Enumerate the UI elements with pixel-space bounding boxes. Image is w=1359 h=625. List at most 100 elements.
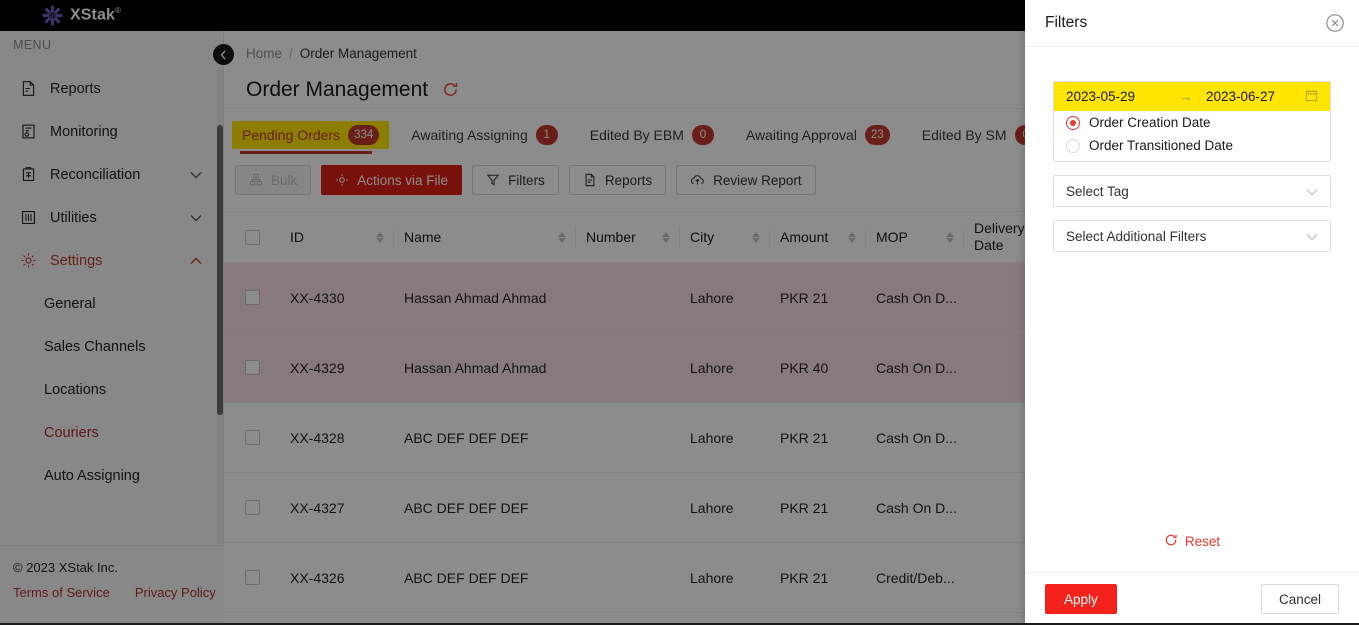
row-checkbox[interactable]	[244, 360, 260, 375]
date-range-end[interactable]: 2023-06-27	[1206, 89, 1276, 104]
sidebar-menu-label: MENU	[13, 38, 52, 52]
sidebar-item-reports[interactable]: Reports	[0, 67, 224, 110]
modal-backdrop[interactable]	[0, 0, 1025, 625]
sidebar-subitem-sales-channels[interactable]: Sales Channels	[0, 325, 224, 368]
row-checkbox-cell[interactable]	[224, 570, 280, 585]
table-row[interactable]: XX-4327 ABC DEF DEF DEF Lahore PKR 21 Ca…	[224, 473, 1359, 543]
cancel-button[interactable]: Cancel	[1260, 584, 1339, 614]
sidebar-subitem-general[interactable]: General	[0, 282, 224, 325]
tab-pending-orders[interactable]: Pending Orders 334	[232, 121, 390, 154]
brand-logo[interactable]: XStak®	[42, 5, 121, 26]
cell-id: XX-4329	[290, 359, 345, 376]
filters-drawer-body: 2023-05-29 → 2023-06-27 Order Creation D…	[1025, 47, 1359, 572]
page-title: Order Management	[246, 77, 429, 101]
filters-button[interactable]: Filters	[472, 165, 559, 195]
select-all-checkbox-cell[interactable]	[224, 212, 280, 262]
column-header-city[interactable]: City	[680, 212, 770, 262]
sort-icon[interactable]	[848, 231, 866, 243]
tab-count-badge: 1	[535, 125, 558, 145]
row-checkbox[interactable]	[244, 290, 260, 305]
sort-icon[interactable]	[376, 231, 394, 243]
select-all-checkbox[interactable]	[244, 229, 260, 245]
bulk-button[interactable]: Bulk	[235, 165, 312, 195]
select-tag-dropdown[interactable]: Select Tag	[1053, 175, 1331, 207]
cell-city: Lahore	[690, 429, 734, 446]
column-header-number[interactable]: Number	[576, 212, 680, 262]
radio-order-creation-date[interactable]: Order Creation Date	[1054, 111, 1330, 134]
sort-icon[interactable]	[558, 231, 576, 243]
sidebar-subitem-label: Sales Channels	[44, 338, 146, 355]
sliders-icon	[20, 209, 37, 226]
toolbar: Bulk Actions via File	[224, 149, 1359, 195]
actions-via-file-button[interactable]: Actions via File	[321, 165, 463, 195]
date-range-start[interactable]: 2023-05-29	[1066, 89, 1136, 104]
cell-city: Lahore	[690, 499, 734, 516]
select-additional-filters-dropdown[interactable]: Select Additional Filters	[1053, 220, 1331, 252]
table-row[interactable]: XX-4328 ABC DEF DEF DEF Lahore PKR 21 Ca…	[224, 403, 1359, 473]
content-scrollbar-thumb[interactable]	[217, 125, 223, 415]
column-header-id[interactable]: ID	[280, 212, 394, 262]
reset-filters-button[interactable]: Reset	[1025, 533, 1359, 550]
cell-mop: Cash On D...	[876, 289, 957, 306]
sort-icon[interactable]	[946, 231, 964, 243]
filters-drawer-footer: Apply Cancel	[1025, 572, 1359, 625]
breadcrumb: Home / Order Management	[224, 31, 1359, 61]
sidebar-footer: © 2023 XStak Inc. Terms of Service Priva…	[0, 545, 224, 625]
xstak-asterisk-icon	[42, 5, 63, 26]
cell-id: XX-4328	[290, 429, 345, 446]
cell-id: XX-4326	[290, 569, 345, 586]
date-range-picker[interactable]: 2023-05-29 → 2023-06-27	[1054, 82, 1330, 111]
terms-of-service-link[interactable]: Terms of Service	[13, 585, 110, 600]
column-divider	[575, 226, 576, 250]
calendar-icon[interactable]	[1305, 89, 1318, 105]
sidebar-subitem-couriers[interactable]: Couriers	[0, 411, 224, 454]
close-circle-icon[interactable]	[1325, 13, 1345, 38]
refresh-icon[interactable]	[442, 81, 459, 98]
sidebar-item-settings[interactable]: Settings	[0, 239, 224, 282]
cell-id: XX-4327	[290, 499, 345, 516]
sidebar-item-label: Utilities	[50, 209, 97, 226]
sort-icon[interactable]	[662, 231, 680, 243]
window-bottom-edge	[0, 623, 1359, 625]
radio-order-transitioned-date[interactable]: Order Transitioned Date	[1054, 134, 1330, 161]
table-row[interactable]: XX-4326 ABC DEF DEF DEF Lahore PKR 21 Cr…	[224, 543, 1359, 613]
row-checkbox[interactable]	[244, 570, 260, 585]
column-header-name[interactable]: Name	[394, 212, 576, 262]
column-divider	[393, 226, 394, 250]
cell-city: Lahore	[690, 289, 734, 306]
breadcrumb-current: Order Management	[299, 46, 417, 61]
sidebar-subitem-locations[interactable]: Locations	[0, 368, 224, 411]
sort-icon[interactable]	[752, 231, 770, 243]
tab-awaiting-assigning[interactable]: Awaiting Assigning 1	[401, 121, 567, 149]
sidebar-item-reconciliation[interactable]: Reconciliation	[0, 153, 224, 196]
sidebar-collapse-button[interactable]	[213, 44, 234, 65]
document-icon	[20, 80, 37, 97]
cell-mop: Cash On D...	[876, 359, 957, 376]
sidebar-item-monitoring[interactable]: Monitoring	[0, 110, 224, 153]
apply-button[interactable]: Apply	[1045, 584, 1117, 614]
row-checkbox-cell[interactable]	[224, 500, 280, 515]
select-additional-filters-label: Select Additional Filters	[1066, 228, 1207, 244]
row-checkbox-cell[interactable]	[224, 290, 280, 305]
tab-edited-by-ebm[interactable]: Edited By EBM 0	[580, 121, 724, 149]
reports-button[interactable]: Reports	[568, 165, 667, 195]
tab-active-underline	[240, 151, 372, 154]
cloud-up-icon	[690, 173, 705, 187]
breadcrumb-home[interactable]: Home	[246, 46, 283, 61]
column-header-amount[interactable]: Amount	[770, 212, 866, 262]
sidebar-item-utilities[interactable]: Utilities	[0, 196, 224, 239]
row-checkbox[interactable]	[244, 430, 260, 445]
privacy-policy-link[interactable]: Privacy Policy	[134, 585, 216, 600]
cell-mop: Cash On D...	[876, 429, 957, 446]
column-header-mop[interactable]: MOP	[866, 212, 964, 262]
cell-city: Lahore	[690, 359, 734, 376]
row-checkbox[interactable]	[244, 500, 260, 515]
sidebar-subitem-label: Locations	[44, 381, 107, 398]
sidebar-subitem-auto-assigning[interactable]: Auto Assigning	[0, 454, 224, 497]
row-checkbox-cell[interactable]	[224, 430, 280, 445]
tab-awaiting-approval[interactable]: Awaiting Approval 23	[736, 121, 900, 149]
row-checkbox-cell[interactable]	[224, 360, 280, 375]
monitor-list-icon	[20, 123, 37, 140]
review-report-button[interactable]: Review Report	[676, 165, 816, 195]
